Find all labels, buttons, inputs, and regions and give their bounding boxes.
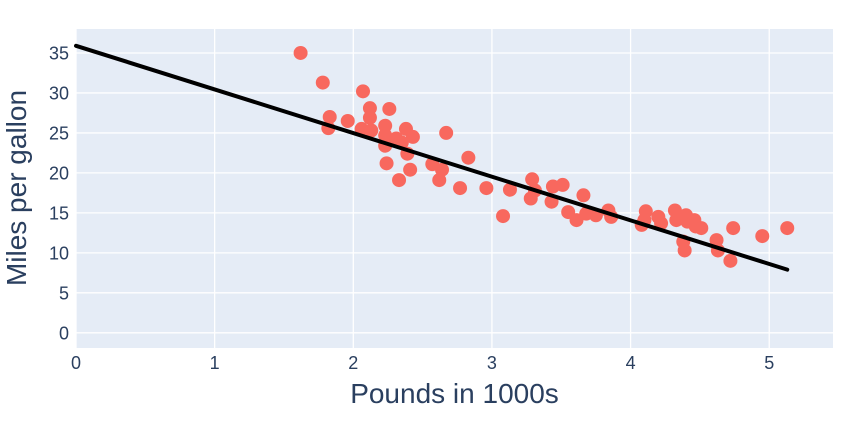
x-tick-label: 2 <box>348 353 358 373</box>
x-tick-label: 5 <box>764 353 774 373</box>
data-point <box>755 229 770 244</box>
y-tick-label: 25 <box>49 123 69 143</box>
data-point <box>453 181 468 196</box>
data-point <box>364 123 379 138</box>
data-point <box>709 233 724 248</box>
data-point <box>439 125 454 140</box>
trendline <box>74 43 790 272</box>
data-point <box>382 101 397 116</box>
data-point <box>479 181 494 196</box>
data-point <box>355 84 370 99</box>
x-tick-label: 4 <box>626 353 636 373</box>
data-point <box>726 221 741 236</box>
y-tick-label: 20 <box>49 163 69 183</box>
data-point <box>378 128 393 143</box>
x-tick-label: 3 <box>487 353 497 373</box>
data-point <box>362 110 377 125</box>
data-point <box>315 75 330 90</box>
data-point <box>576 188 591 203</box>
data-point <box>502 182 517 197</box>
y-tick-label: 10 <box>49 243 69 263</box>
data-point <box>461 150 476 165</box>
data-point <box>780 221 795 236</box>
data-point <box>555 177 570 192</box>
data-point <box>362 101 377 116</box>
data-point <box>723 253 738 268</box>
data-point <box>525 172 540 187</box>
y-tick-label: 15 <box>49 203 69 223</box>
y-axis-title: Miles per gallon <box>1 89 32 287</box>
data-point <box>523 191 538 206</box>
data-point <box>378 118 393 133</box>
data-point <box>694 221 709 236</box>
data-point <box>496 209 511 224</box>
data-point <box>677 243 692 258</box>
data-point <box>340 113 355 128</box>
data-point <box>405 129 420 144</box>
data-point <box>432 173 447 188</box>
y-tick-label: 35 <box>49 43 69 63</box>
data-point <box>392 173 407 188</box>
y-tick-label: 5 <box>59 283 69 303</box>
x-tick-label: 1 <box>210 353 220 373</box>
data-point <box>322 109 337 124</box>
y-tick-label: 30 <box>49 83 69 103</box>
data-point <box>293 45 308 60</box>
data-point <box>379 156 394 171</box>
x-axis-title: Pounds in 1000s <box>350 378 559 409</box>
y-tick-label: 0 <box>59 323 69 343</box>
x-tick-label: 0 <box>71 353 81 373</box>
data-point <box>403 162 418 177</box>
